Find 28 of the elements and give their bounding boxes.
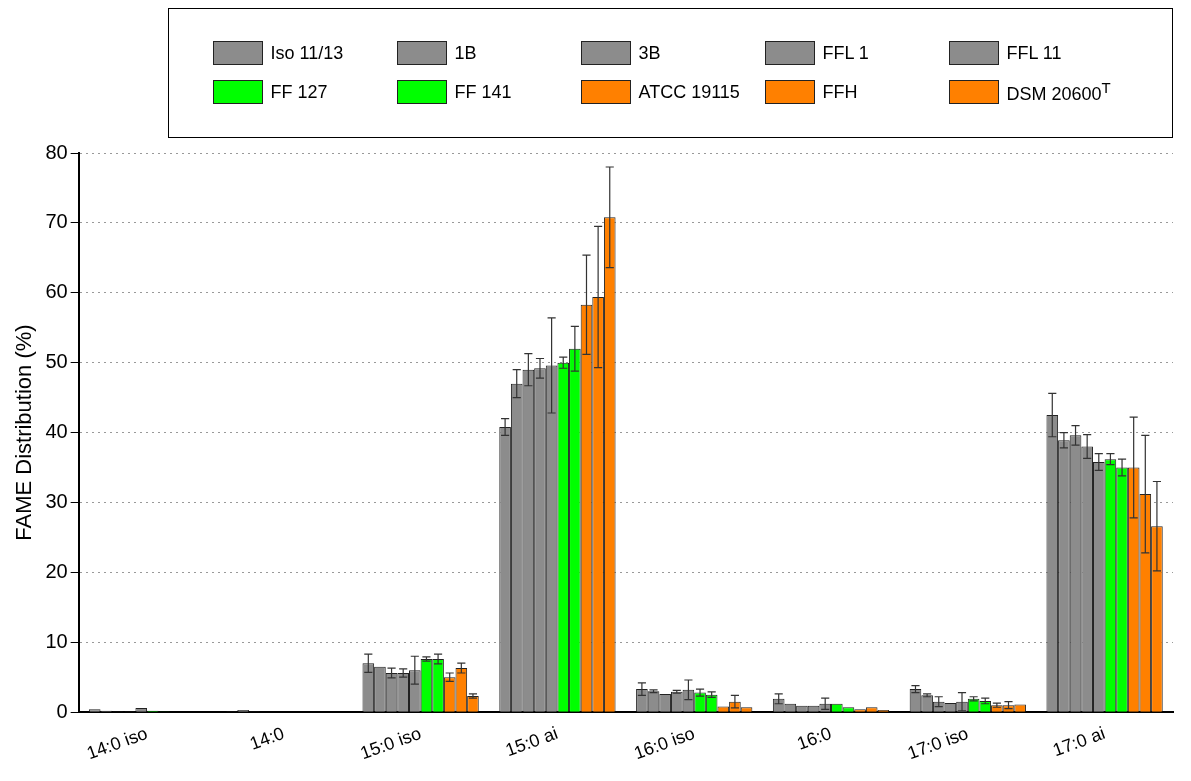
legend-label: FF 141: [454, 81, 512, 103]
legend-label: Iso 11/13: [270, 42, 344, 64]
legend-label: FFH: [822, 81, 858, 103]
y-tick-label: 50: [45, 350, 68, 373]
x-tick-label: 14:0 iso: [84, 722, 151, 764]
x-tick-label: 16:0 iso: [631, 722, 698, 764]
x-tick-label: 16:0: [794, 722, 835, 754]
y-tick-label: 10: [45, 629, 68, 652]
x-tick-label: 17:0 iso: [904, 722, 971, 764]
y-tick-label: 80: [45, 140, 68, 163]
x-tick-label: 15:0 iso: [357, 722, 424, 764]
legend-label: 3B: [638, 42, 661, 64]
x-tick-label: 15:0 ai: [502, 722, 561, 761]
y-tick-label: 20: [45, 559, 68, 582]
x-tick-label: 14:0: [247, 722, 287, 754]
legend-label: FFL 11: [1006, 42, 1062, 64]
legend-label: FFL 1: [822, 42, 869, 64]
x-tick-label: 17:0 ai: [1050, 722, 1108, 761]
y-tick-label: 40: [45, 420, 68, 443]
legend-label: ATCC 19115: [638, 81, 740, 103]
y-tick-label: 0: [56, 699, 68, 722]
legend-label: 1B: [454, 42, 477, 64]
y-tick-label: 70: [45, 210, 68, 233]
legend-label: DSM 20600$^{T}$: [1006, 79, 1111, 105]
legend-label: FF 127: [270, 81, 328, 103]
y-tick-label: 30: [45, 489, 68, 512]
y-tick-label: 60: [45, 280, 68, 303]
y-axis-title: FAME Distribution (%): [11, 324, 37, 541]
